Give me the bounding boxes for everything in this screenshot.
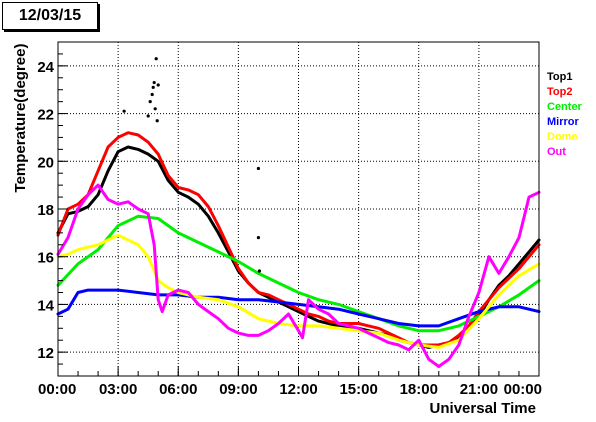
top1-outlier-point xyxy=(256,166,261,171)
top1-outlier-point xyxy=(122,109,126,113)
x-tick-label: 03:00 xyxy=(99,381,137,398)
y-tick-label: 20 xyxy=(37,154,54,171)
y-tick-label: 22 xyxy=(37,107,54,124)
outlier-points xyxy=(122,57,262,273)
top1-outlier-point xyxy=(152,80,156,85)
x-tick-label: 00:00 xyxy=(38,381,76,398)
y-tick-label: 24 xyxy=(37,59,54,76)
top1-outlier-point xyxy=(256,236,261,240)
x-tick-label: 15:00 xyxy=(339,381,377,398)
legend-entry-mirror: Mirror xyxy=(547,116,579,128)
top1-outlier-point xyxy=(257,269,262,273)
y-tick-label: 14 xyxy=(37,297,54,314)
legend-entry-top1: Top1 xyxy=(547,71,573,83)
series-line-mirror xyxy=(56,288,541,328)
x-tick-label: 06:00 xyxy=(159,381,197,398)
top1-outlier-point xyxy=(156,83,160,87)
top1-outlier-point xyxy=(153,107,157,111)
top1-outlier-point xyxy=(150,92,154,97)
axis-ticks: 12 14 16 18 20 22 24 00:00 03:00 06:00 09:00 12:00 1… xyxy=(37,41,542,398)
x-tick-label: 00:00 xyxy=(504,381,542,398)
y-tick-label: 18 xyxy=(37,202,54,219)
legend-entry-top2: Top2 xyxy=(547,86,573,98)
series-line-dome xyxy=(56,233,541,349)
x-axis-label: Universal Time xyxy=(430,400,536,417)
y-tick-label: 12 xyxy=(37,345,54,362)
y-tick-label: 16 xyxy=(37,250,54,267)
series-line-top2 xyxy=(56,131,541,347)
x-tick-label: 12:00 xyxy=(279,381,317,398)
chart-title: 12/03/15 xyxy=(2,2,98,30)
top1-outlier-point xyxy=(154,57,158,61)
legend-entry-out: Out xyxy=(547,146,566,158)
x-tick-label: 09:00 xyxy=(219,381,257,398)
top1-outlier-point xyxy=(151,85,155,89)
y-axis-label: Temperature(degree) xyxy=(12,44,29,193)
top1-outlier-point xyxy=(148,100,152,104)
series-line-out xyxy=(56,183,541,368)
top1-outlier-point xyxy=(146,114,150,118)
x-tick-label: 18:00 xyxy=(400,381,438,398)
legend-entry-center: Center xyxy=(547,101,582,113)
x-tick-label: 21:00 xyxy=(460,381,498,398)
series-line-center xyxy=(56,214,541,333)
series-lines xyxy=(56,131,541,368)
legend-entry-dome: Dome xyxy=(547,131,578,143)
top1-outlier-point xyxy=(155,119,159,123)
series-line-top1 xyxy=(56,145,541,349)
legend: Top1 Top2 Center Mirror Dome Out xyxy=(547,70,582,160)
